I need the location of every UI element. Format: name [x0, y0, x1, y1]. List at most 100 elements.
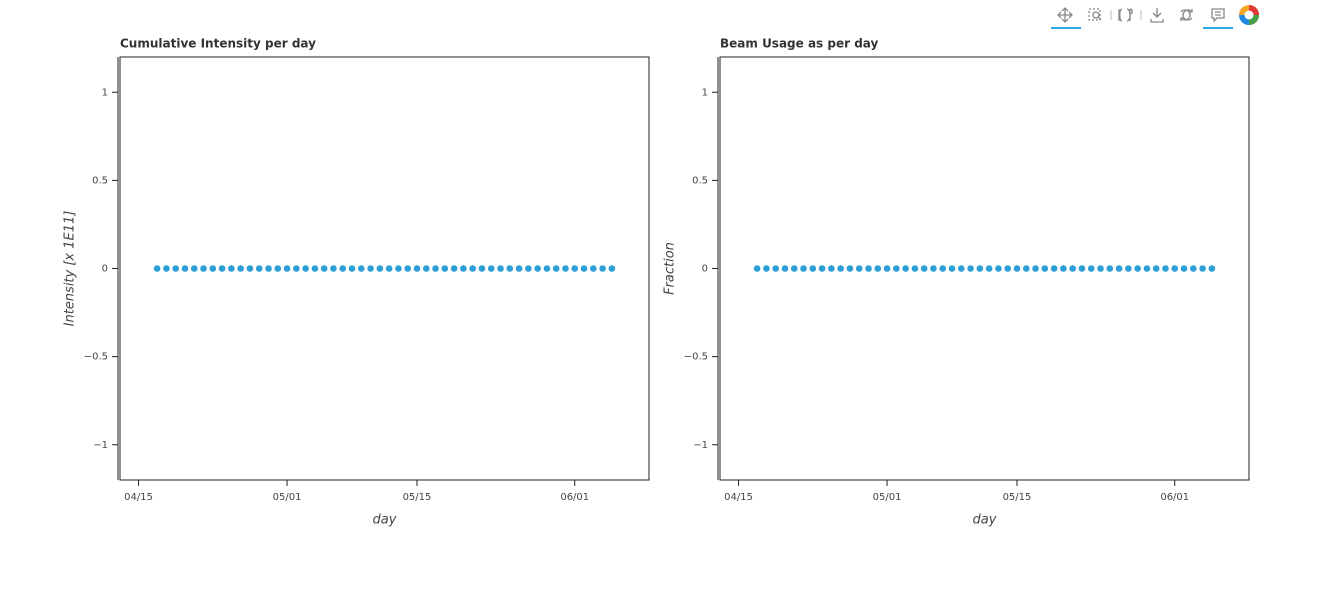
wheel-zoom-tool[interactable]	[1118, 8, 1133, 22]
point	[1199, 265, 1206, 272]
y-tick-label: 0	[702, 264, 708, 275]
point	[200, 265, 207, 272]
x-tick-label: 06/01	[560, 492, 589, 503]
box-zoom-tool[interactable]	[1088, 8, 1102, 21]
x-tick-label: 05/15	[1003, 492, 1032, 503]
point	[534, 265, 541, 272]
point	[846, 265, 854, 272]
point	[939, 265, 947, 272]
point	[809, 265, 817, 272]
y-tick-label: 0.5	[692, 175, 708, 186]
y-tick-label: 0.5	[92, 175, 108, 186]
point	[1180, 265, 1188, 272]
point	[837, 265, 844, 272]
point	[828, 265, 835, 272]
toolbar	[1051, 5, 1259, 29]
point	[404, 265, 412, 272]
point	[1152, 265, 1160, 272]
point	[790, 265, 798, 272]
y-tick-label: 1	[702, 87, 708, 98]
point	[478, 265, 486, 272]
point	[865, 265, 872, 272]
point	[893, 265, 900, 272]
point	[441, 265, 449, 272]
point	[1087, 265, 1095, 272]
point	[1190, 265, 1197, 272]
point	[302, 265, 309, 272]
point	[506, 265, 514, 272]
point	[772, 265, 779, 272]
point	[228, 265, 235, 272]
point	[163, 265, 170, 272]
point	[1162, 265, 1169, 272]
point	[190, 265, 198, 272]
point	[902, 265, 909, 272]
point	[209, 265, 217, 272]
x-tick-label: 05/01	[873, 492, 902, 503]
point	[218, 265, 226, 272]
y-tick-label: 1	[102, 87, 108, 98]
point	[855, 265, 863, 272]
point	[1013, 265, 1021, 272]
plot-frame	[719, 56, 1250, 481]
point	[395, 265, 402, 272]
point	[571, 265, 579, 272]
point	[1050, 265, 1058, 272]
point	[283, 265, 291, 272]
point	[432, 265, 439, 272]
point	[930, 265, 937, 272]
point	[265, 265, 272, 272]
point	[357, 265, 365, 272]
point	[450, 265, 458, 272]
point	[976, 265, 984, 272]
point	[237, 265, 244, 272]
point	[348, 265, 356, 272]
point	[153, 265, 161, 272]
point	[599, 265, 606, 272]
point	[1208, 265, 1216, 272]
point	[911, 265, 919, 272]
hover-tool[interactable]	[1203, 8, 1233, 29]
point	[1069, 265, 1076, 272]
point	[497, 265, 504, 272]
point	[781, 265, 789, 272]
point	[1106, 265, 1114, 272]
chart-title: Cumulative Intensity per day	[120, 37, 316, 51]
point	[1041, 265, 1049, 272]
point	[1097, 265, 1104, 272]
bokeh-logo[interactable]	[1239, 5, 1259, 25]
point	[1143, 265, 1151, 272]
x-axis-label: day	[973, 513, 997, 528]
x-tick-label: 04/15	[124, 492, 153, 503]
y-tick-label: −0.5	[684, 352, 708, 363]
y-tick-label: −0.5	[84, 352, 108, 363]
point	[413, 265, 421, 272]
point	[1032, 265, 1039, 272]
point	[339, 265, 347, 272]
point	[469, 265, 476, 272]
point	[590, 265, 597, 272]
reset-tool[interactable]	[1180, 9, 1193, 21]
point	[1022, 265, 1030, 272]
x-tick-label: 05/15	[403, 492, 432, 503]
point	[753, 265, 761, 272]
y-axis-label: Fraction	[663, 242, 678, 295]
point	[1060, 265, 1067, 272]
point	[818, 265, 826, 272]
point	[543, 265, 551, 272]
point	[1078, 265, 1086, 272]
pan-tool[interactable]	[1051, 7, 1081, 29]
point	[1171, 265, 1179, 272]
x-tick-label: 05/01	[273, 492, 302, 503]
x-tick-label: 04/15	[724, 492, 753, 503]
save-tool[interactable]	[1150, 8, 1164, 23]
y-axis-label: Intensity [x 1E11]	[63, 211, 78, 327]
point	[957, 265, 965, 272]
point	[1134, 265, 1141, 272]
chart-title: Beam Usage as per day	[720, 37, 879, 51]
point	[1115, 265, 1123, 272]
point	[967, 265, 974, 272]
point	[172, 265, 179, 272]
